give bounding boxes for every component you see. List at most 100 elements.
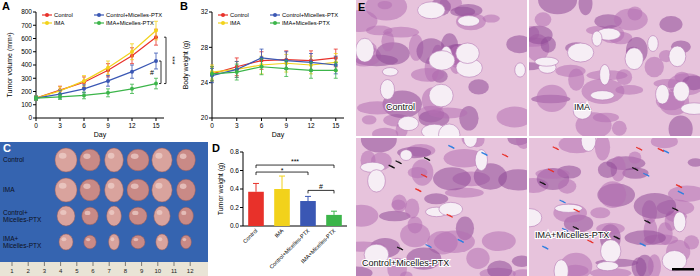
x-tick-label: 0 xyxy=(210,122,214,129)
x-tick-label: 3 xyxy=(235,122,239,129)
row-label-part: Micelles-PTX xyxy=(3,242,42,249)
tissue-cells xyxy=(558,179,576,194)
arrow-head xyxy=(555,147,559,150)
y-tick xyxy=(33,78,36,79)
error-cap xyxy=(154,68,158,69)
point xyxy=(58,95,62,99)
y-tick-label: 0.0 xyxy=(230,222,239,229)
error-bar xyxy=(106,61,110,74)
tumor-highlight xyxy=(133,238,138,241)
error-cap xyxy=(154,53,158,54)
error-cap xyxy=(309,53,313,54)
y-axis-label: Tumor volume (mm³) xyxy=(6,32,14,97)
error-cap xyxy=(82,75,86,76)
error-cap xyxy=(253,183,259,184)
ruler-label: 6 xyxy=(91,268,95,274)
error-cap xyxy=(305,196,311,197)
bar xyxy=(300,201,316,226)
ruler-tick xyxy=(93,262,94,266)
legend-marker xyxy=(273,21,277,25)
error-cap xyxy=(210,66,214,67)
tissue-cells xyxy=(648,254,661,276)
arrow-shaft xyxy=(458,239,464,242)
x-tick-label: 12 xyxy=(128,122,136,129)
error-cap xyxy=(106,75,110,76)
x-tick-label: 12 xyxy=(307,122,315,129)
ruler-tick xyxy=(28,262,29,266)
point xyxy=(154,82,158,86)
y-tick-label: 0.2 xyxy=(230,204,239,211)
legend-marker xyxy=(97,21,101,25)
point xyxy=(34,96,38,100)
tissue-space xyxy=(356,38,374,62)
tumor-highlight xyxy=(109,210,114,215)
tissue-cells xyxy=(468,79,489,94)
arrow-head xyxy=(451,145,455,148)
y-tick-label: 20 xyxy=(201,114,209,121)
tissue-cells xyxy=(378,1,393,9)
y-tick xyxy=(33,51,36,52)
tumor-highlight xyxy=(131,184,139,189)
error-cap xyxy=(82,92,86,93)
tissue-space xyxy=(418,2,446,19)
row-label-part: Control+ xyxy=(3,209,28,216)
tissue-cells xyxy=(513,269,527,276)
arrow-shaft xyxy=(397,247,403,250)
error-cap xyxy=(309,50,313,51)
annotation: # xyxy=(319,183,323,190)
x-tick-label: 0 xyxy=(34,122,38,129)
y-tick-label: 0 xyxy=(28,114,32,121)
point xyxy=(309,68,313,72)
error-bar xyxy=(260,56,264,74)
tissue-cells xyxy=(541,36,556,52)
tissue-cells xyxy=(434,231,475,253)
row-label-part: IMA+ xyxy=(3,235,19,242)
error-bar xyxy=(34,96,38,100)
tumor-highlight xyxy=(60,210,66,215)
arrow-head xyxy=(647,220,651,223)
arrow-head xyxy=(665,150,669,153)
y-tick-label: 200 xyxy=(21,88,32,95)
tissue-space xyxy=(380,80,394,100)
bracket xyxy=(164,37,166,83)
tissue-space xyxy=(464,138,478,147)
tissue-space xyxy=(368,170,386,192)
tissue-background xyxy=(529,0,700,136)
error-cap xyxy=(279,176,285,177)
tissue-space xyxy=(669,46,686,67)
x-tick xyxy=(156,118,157,121)
error-bar xyxy=(235,64,239,80)
arrow-head xyxy=(562,200,566,203)
y-tick-label: 0.6 xyxy=(230,167,239,174)
arrow-head xyxy=(427,157,431,160)
y-tick-label: 700 xyxy=(21,22,32,29)
x-tick xyxy=(286,118,287,121)
tissue-space xyxy=(438,124,459,136)
tumor-highlight xyxy=(59,153,67,159)
y-axis-label: Body weight (g) xyxy=(182,41,190,90)
tissue-cells xyxy=(622,167,648,178)
ruler-label: 3 xyxy=(43,268,47,274)
ruler-label: 11 xyxy=(171,268,178,274)
tissue-cells xyxy=(535,12,552,27)
x-tick-label: 6 xyxy=(260,122,264,129)
tumor-highlight xyxy=(86,238,90,241)
y-axis-label: Tumor weight (g) xyxy=(217,163,225,216)
arrow-shaft xyxy=(632,167,638,170)
arrow-shaft xyxy=(676,185,682,188)
tumor xyxy=(59,234,73,250)
arrow-shaft xyxy=(614,236,620,239)
x-tick xyxy=(132,118,133,121)
tissue-cells xyxy=(372,128,398,136)
annotation: * xyxy=(281,167,284,174)
y-tick-label: 500 xyxy=(21,48,32,55)
tissue-cells xyxy=(614,8,648,30)
tissue-cells xyxy=(391,199,405,209)
tissue-cells xyxy=(612,121,627,136)
tumor xyxy=(127,149,149,171)
error-cap xyxy=(106,74,110,75)
bar xyxy=(274,189,290,226)
arrow-shaft xyxy=(663,150,669,153)
ruler-tick xyxy=(125,262,126,266)
tissue-space xyxy=(573,103,591,119)
